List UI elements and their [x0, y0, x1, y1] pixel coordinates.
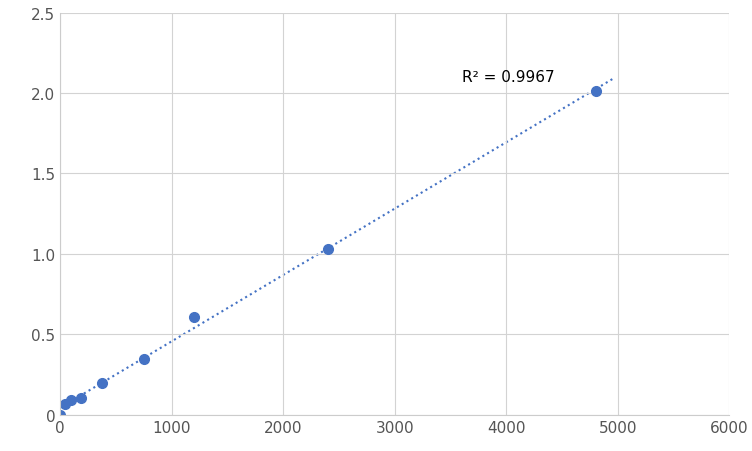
Point: [138, 355, 150, 362]
Point: [65, 397, 77, 404]
Point: [54, 411, 66, 419]
Point: [322, 246, 334, 253]
Point: [96, 379, 108, 387]
Point: [59, 400, 71, 407]
Text: R² = 0.9967: R² = 0.9967: [462, 70, 554, 85]
Point: [590, 88, 602, 96]
Point: [75, 395, 87, 402]
Point: [188, 313, 200, 321]
